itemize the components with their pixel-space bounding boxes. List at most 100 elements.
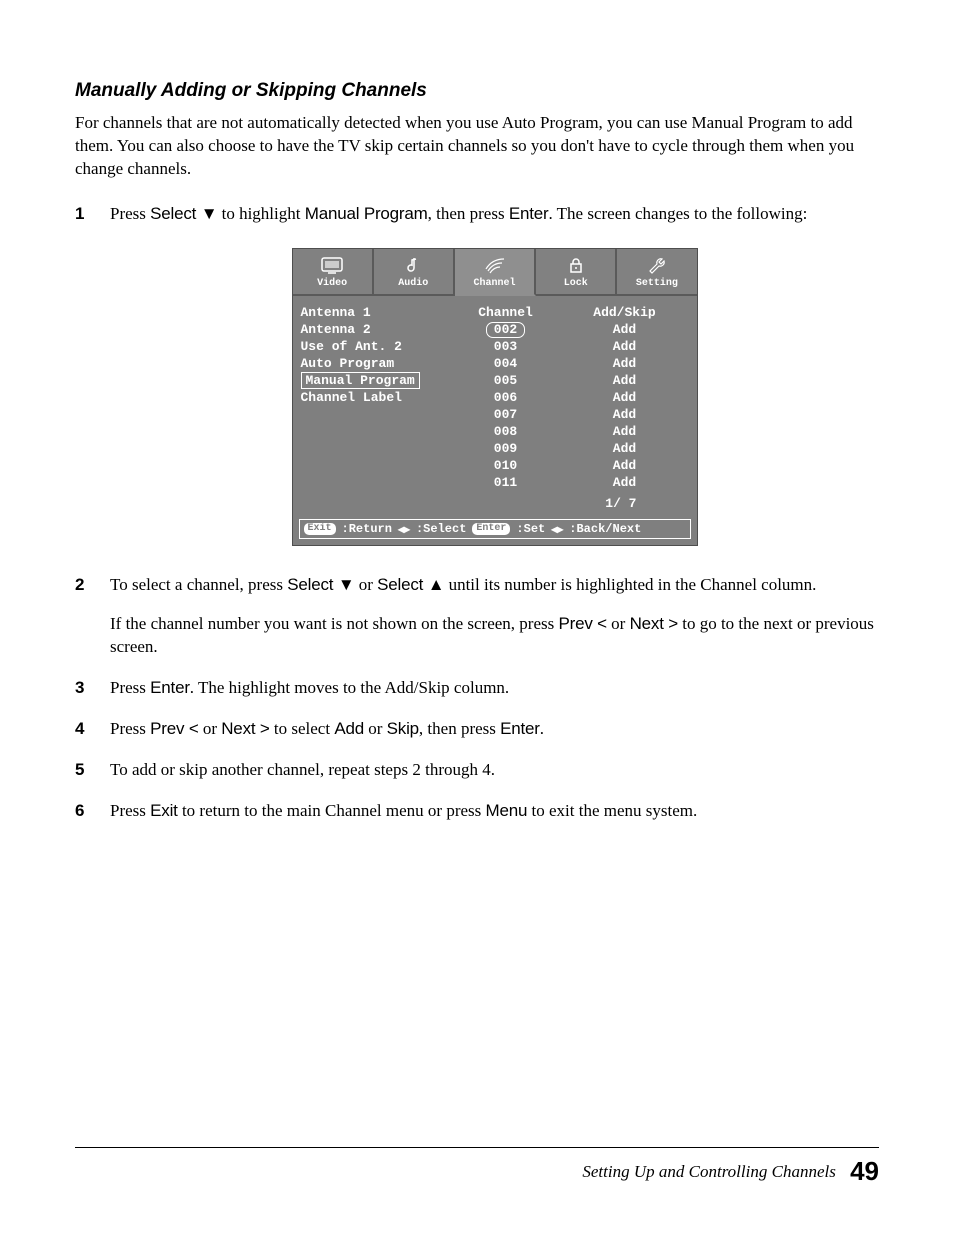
osd-body: Antenna 1 Antenna 2 Use of Ant. 2 Auto P… bbox=[293, 296, 697, 495]
channel-row[interactable]: 007 bbox=[451, 406, 561, 423]
foot-action: :Select bbox=[416, 521, 466, 537]
ui-label: Select ▼ bbox=[150, 204, 217, 223]
addskip-row[interactable]: Add bbox=[561, 372, 689, 389]
step-text: or bbox=[199, 719, 222, 738]
step-text: Press bbox=[110, 678, 150, 697]
step-2: To select a channel, press Select ▼ or S… bbox=[75, 574, 879, 659]
tab-audio[interactable]: Audio bbox=[374, 249, 455, 297]
osd: Video Audio Channel Lock bbox=[292, 248, 698, 546]
step-text: , then press bbox=[428, 204, 509, 223]
step-text: Press bbox=[110, 801, 150, 820]
section-title: Manually Adding or Skipping Channels bbox=[75, 80, 879, 102]
channel-row[interactable]: 005 bbox=[451, 372, 561, 389]
addskip-row[interactable]: Add bbox=[561, 440, 689, 457]
foot-action: :Back/Next bbox=[569, 521, 641, 537]
tab-lock[interactable]: Lock bbox=[536, 249, 617, 297]
menu-item[interactable]: Auto Program bbox=[301, 355, 451, 372]
ui-label: Enter bbox=[150, 678, 190, 697]
tab-label: Setting bbox=[617, 277, 696, 291]
step-text: To add or skip another channel, repeat s… bbox=[110, 760, 495, 779]
addskip-row[interactable]: Add bbox=[561, 474, 689, 491]
selected-box: Manual Program bbox=[301, 372, 420, 389]
ui-label: Menu bbox=[486, 801, 528, 820]
step-text: or bbox=[364, 719, 387, 738]
menu-item-selected[interactable]: Manual Program bbox=[301, 372, 451, 389]
osd-addskip-column: Add/Skip Add Add Add Add Add Add Add Add… bbox=[561, 304, 689, 491]
menu-item[interactable]: Channel Label bbox=[301, 389, 451, 406]
intro-paragraph: For channels that are not automatically … bbox=[75, 112, 879, 181]
page-footer: Setting Up and Controlling Channels 49 bbox=[75, 1147, 879, 1187]
step-text: to return to the main Channel menu or pr… bbox=[178, 801, 486, 820]
step-4: Press Prev < or Next > to select Add or … bbox=[75, 718, 879, 741]
menu-item[interactable]: Antenna 1 bbox=[301, 304, 451, 321]
addskip-row[interactable]: Add bbox=[561, 355, 689, 372]
osd-page-indicator: 1/ 7 bbox=[293, 495, 697, 519]
selected-pill: 002 bbox=[486, 322, 525, 338]
step-text: . The screen changes to the following: bbox=[548, 204, 807, 223]
ui-label: Prev < bbox=[559, 614, 607, 633]
ui-label: Skip bbox=[387, 719, 419, 738]
channel-row[interactable]: 009 bbox=[451, 440, 561, 457]
channel-row[interactable]: 006 bbox=[451, 389, 561, 406]
step-text: . The highlight moves to the Add/Skip co… bbox=[190, 678, 509, 697]
channel-row[interactable]: 004 bbox=[451, 355, 561, 372]
step-sub: If the channel number you want is not sh… bbox=[110, 613, 879, 659]
tab-video[interactable]: Video bbox=[293, 249, 374, 297]
ui-label: Next > bbox=[630, 614, 678, 633]
step-5: To add or skip another channel, repeat s… bbox=[75, 759, 879, 782]
key-exit: Exit bbox=[304, 523, 336, 535]
foot-action: :Set bbox=[516, 521, 545, 537]
ui-label: Select ▼ bbox=[287, 575, 354, 594]
channel-row[interactable]: 010 bbox=[451, 457, 561, 474]
step-1: Press Select ▼ to highlight Manual Progr… bbox=[75, 203, 879, 546]
osd-footer: Exit:Return ◂▸:Select Enter:Set ◂▸:Back/… bbox=[299, 519, 691, 539]
wrench-icon bbox=[644, 255, 670, 275]
step-text: or bbox=[607, 614, 630, 633]
tab-setting[interactable]: Setting bbox=[617, 249, 696, 297]
tab-label: Video bbox=[293, 277, 372, 291]
lock-icon bbox=[563, 255, 589, 275]
addskip-row[interactable]: Add bbox=[561, 321, 689, 338]
menu-item[interactable]: Use of Ant. 2 bbox=[301, 338, 451, 355]
satellite-icon bbox=[482, 255, 508, 275]
step-text: Press bbox=[110, 719, 150, 738]
ui-label: Select ▲ bbox=[377, 575, 444, 594]
foot-action: :Return bbox=[342, 521, 392, 537]
ui-label: Prev < bbox=[150, 719, 198, 738]
ui-label: Exit bbox=[150, 801, 178, 820]
menu-item[interactable]: Antenna 2 bbox=[301, 321, 451, 338]
addskip-row[interactable]: Add bbox=[561, 389, 689, 406]
step-text: Press bbox=[110, 204, 150, 223]
step-6: Press Exit to return to the main Channel… bbox=[75, 800, 879, 823]
step-text: or bbox=[354, 575, 377, 594]
leftright-icon: ◂▸ bbox=[551, 521, 563, 537]
osd-screenshot: Video Audio Channel Lock bbox=[110, 248, 879, 546]
step-text: . bbox=[540, 719, 544, 738]
footer-text: Setting Up and Controlling Channels bbox=[582, 1162, 835, 1181]
tv-icon bbox=[319, 255, 345, 275]
key-enter: Enter bbox=[472, 523, 510, 535]
osd-tabs: Video Audio Channel Lock bbox=[293, 249, 697, 297]
step-text: to select bbox=[270, 719, 335, 738]
ui-label: Enter bbox=[500, 719, 540, 738]
addskip-row[interactable]: Add bbox=[561, 338, 689, 355]
step-text: To select a channel, press bbox=[110, 575, 287, 594]
step-text: to highlight bbox=[217, 204, 304, 223]
steps-list: Press Select ▼ to highlight Manual Progr… bbox=[75, 203, 879, 823]
ui-label: Manual Program bbox=[305, 204, 428, 223]
ui-label: Next > bbox=[221, 719, 269, 738]
step-text: If the channel number you want is not sh… bbox=[110, 614, 559, 633]
step-3: Press Enter. The highlight moves to the … bbox=[75, 677, 879, 700]
tab-label: Lock bbox=[536, 277, 615, 291]
page: Manually Adding or Skipping Channels For… bbox=[0, 0, 954, 1235]
column-header: Add/Skip bbox=[561, 304, 689, 321]
addskip-row[interactable]: Add bbox=[561, 457, 689, 474]
tab-channel[interactable]: Channel bbox=[455, 249, 536, 297]
addskip-row[interactable]: Add bbox=[561, 423, 689, 440]
addskip-row[interactable]: Add bbox=[561, 406, 689, 423]
step-text: to exit the menu system. bbox=[527, 801, 697, 820]
channel-row[interactable]: 003 bbox=[451, 338, 561, 355]
channel-row-selected[interactable]: 002 bbox=[451, 321, 561, 338]
channel-row[interactable]: 011 bbox=[451, 474, 561, 491]
channel-row[interactable]: 008 bbox=[451, 423, 561, 440]
